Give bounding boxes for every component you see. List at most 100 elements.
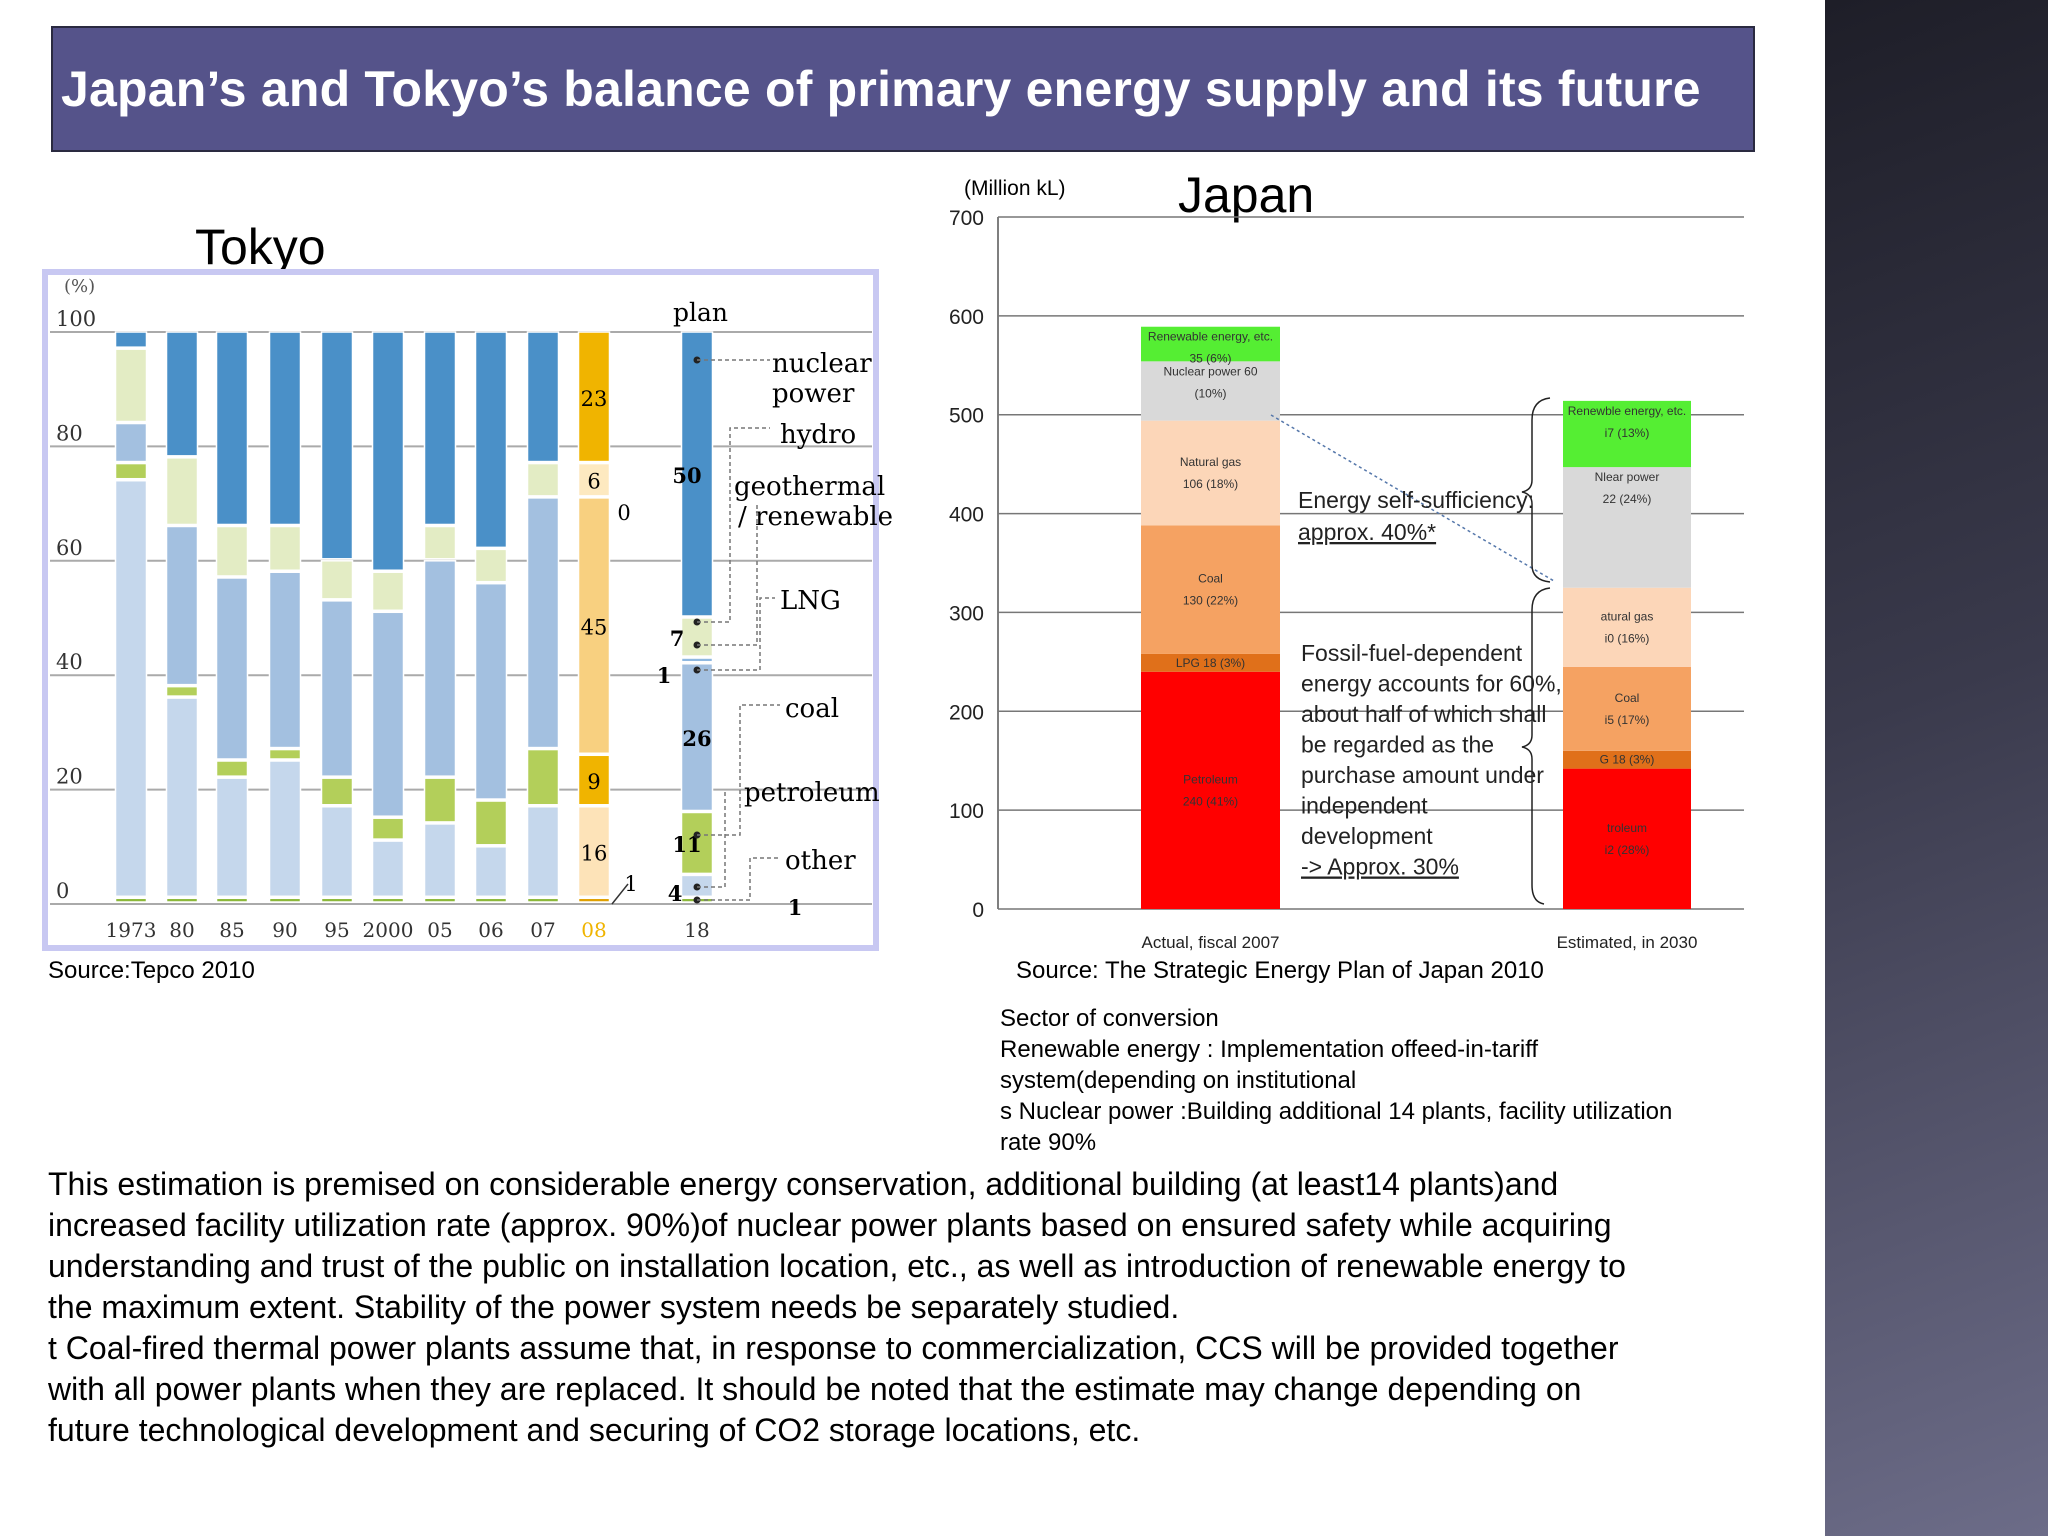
tokyo-bar-segment-other xyxy=(114,897,148,903)
tokyo-bar-segment-hydro xyxy=(680,617,714,657)
tokyo-bar-segment-other xyxy=(371,897,405,903)
japan-bar-segment-coal xyxy=(1141,525,1280,654)
tokyo-data-label: 1 xyxy=(788,895,803,920)
japan-y-tick-label: 700 xyxy=(949,207,984,230)
tokyo-data-label: 7 xyxy=(670,626,685,651)
tokyo-data-label: 4 xyxy=(668,881,683,906)
tokyo-leader-line xyxy=(697,505,758,646)
tokyo-source: Source:Tepco 2010 xyxy=(48,957,255,984)
tokyo-data-label: 6 xyxy=(587,470,600,494)
tokyo-x-tick-label: 85 xyxy=(219,918,244,942)
tokyo-bar-segment-other xyxy=(423,897,457,903)
tokyo-y-tick-label: 40 xyxy=(56,650,83,674)
sector-note: Sector of conversion xyxy=(1000,1005,1219,1032)
paragraph-line: with all power plants when they are repl… xyxy=(48,1371,1582,1407)
tokyo-legend-label: LNG xyxy=(780,586,841,616)
japan-annotation-fossil: -> Approx. 30% xyxy=(1301,854,1459,880)
tokyo-bar-segment-lng xyxy=(165,525,199,686)
slide-title: Japan’s and Tokyo’s balance of primary e… xyxy=(61,61,1701,117)
japan-segment-label: i0 (16%) xyxy=(1605,631,1650,645)
japan-segment-label: i2 (28%) xyxy=(1605,843,1650,857)
tokyo-bar-segment-nuclear-power xyxy=(474,331,508,549)
tokyo-data-label: 23 xyxy=(581,387,608,411)
tokyo-x-tick-label: 80 xyxy=(169,918,194,942)
tokyo-y-tick-label: 20 xyxy=(56,765,83,789)
title-banner: Japan’s and Tokyo’s balance of primary e… xyxy=(51,26,1755,152)
tokyo-leader-line xyxy=(697,597,775,671)
tokyo-bar-segment-coal xyxy=(165,685,199,697)
tokyo-x-tick-label: 05 xyxy=(427,918,452,942)
japan-bar-segment-renewable-energy-etc- xyxy=(1563,400,1691,468)
japan-x-tick-label: Actual, fiscal 2007 xyxy=(1142,933,1280,952)
tokyo-x-tick-label: 06 xyxy=(478,918,503,942)
tokyo-bar-segment-lng xyxy=(423,560,457,777)
tokyo-bar-segment-lng xyxy=(526,497,560,749)
tokyo-bar-segment-petroleum xyxy=(474,846,508,898)
tokyo-bar-segment-other xyxy=(215,897,249,903)
tokyo-leader-line xyxy=(697,427,770,623)
tokyo-bar-segment-nuclear-power xyxy=(268,331,302,526)
tokyo-bar-segment-other xyxy=(577,897,611,903)
tokyo-bar-segment-other xyxy=(320,897,354,903)
japan-segment-label: troleum xyxy=(1607,821,1647,835)
tokyo-data-label: 26 xyxy=(682,726,711,751)
tokyo-bar-segment-coal xyxy=(423,777,457,823)
tokyo-y-tick-label: 80 xyxy=(56,421,83,445)
explanation-paragraph: This estimation is premised on considera… xyxy=(48,1164,1768,1451)
tokyo-bar-segment-coal xyxy=(215,760,249,777)
japan-y-unit: (Million kL) xyxy=(964,177,1066,200)
tokyo-x-tick-label: 1973 xyxy=(106,918,157,942)
tokyo-bar-segment-lng xyxy=(215,577,249,760)
japan-segment-label: 106 (18%) xyxy=(1183,477,1238,491)
japan-annotation-fossil: energy accounts for 60%, xyxy=(1301,671,1562,697)
tokyo-legend-label: petroleum xyxy=(744,778,880,808)
tokyo-data-label: 0 xyxy=(617,501,630,525)
tokyo-bar-segment-nuclear-power xyxy=(114,331,148,348)
tokyo-data-label: 1 xyxy=(657,663,672,688)
japan-annotation-fossil: be regarded as the xyxy=(1301,732,1494,758)
japan-segment-label: Nuclear power 60 xyxy=(1163,364,1257,378)
tokyo-x-tick-label: 2000 xyxy=(363,918,414,942)
japan-bar-segment-nuclear-power xyxy=(1141,361,1280,421)
tokyo-bar-segment-lng xyxy=(320,600,354,777)
paragraph-line: This estimation is premised on considera… xyxy=(48,1166,1559,1202)
japan-segment-label: Coal xyxy=(1198,572,1223,586)
japan-segment-label: atural gas xyxy=(1601,609,1654,623)
tokyo-legend-label: / renewable xyxy=(738,502,893,532)
japan-annotation-fossil: independent xyxy=(1301,793,1428,819)
japan-brace-lower xyxy=(1521,587,1551,905)
tokyo-bar-segment-lng xyxy=(474,582,508,800)
tokyo-plan-label: plan xyxy=(673,298,728,327)
japan-y-tick-label: 600 xyxy=(949,306,984,329)
tokyo-bar-segment-hydro xyxy=(268,525,302,571)
tokyo-bar-segment-coal xyxy=(577,754,611,806)
tokyo-legend-label: other xyxy=(785,846,856,876)
tokyo-bar-segment-petroleum xyxy=(423,823,457,898)
japan-segment-label: Coal xyxy=(1615,691,1640,705)
tokyo-bar-segment-lng xyxy=(680,663,714,812)
tokyo-bar-segment-coal xyxy=(268,748,302,760)
tokyo-label: Tokyo xyxy=(195,219,326,275)
tokyo-bar-segment-coal xyxy=(114,462,148,480)
japan-bar-segment-lpg xyxy=(1563,750,1691,769)
japan-segment-label: Renewble energy, etc. xyxy=(1568,404,1687,418)
japan-segment-label: Natural gas xyxy=(1180,455,1241,469)
japan-segment-label: Renewable energy, etc. xyxy=(1148,330,1273,344)
tokyo-data-label: 50 xyxy=(672,463,701,488)
paragraph-line: t Coal-fired thermal power plants assume… xyxy=(48,1330,1619,1366)
sector-note: system(depending on institutional xyxy=(1000,1067,1357,1094)
japan-y-tick-label: 200 xyxy=(949,701,984,724)
paragraph-line: the maximum extent. Stability of the pow… xyxy=(48,1289,1180,1325)
japan-segment-label: G 18 (3%) xyxy=(1600,753,1655,767)
tokyo-x-tick-label: 07 xyxy=(530,918,555,942)
tokyo-bar-segment-nuclear-power xyxy=(371,331,405,571)
japan-segment-label: 35 (6%) xyxy=(1189,352,1231,366)
tokyo-bar-segment-petroleum xyxy=(371,840,405,898)
japan-title: Japan xyxy=(1178,167,1314,223)
japan-y-tick-label: 500 xyxy=(949,405,984,428)
japan-annotation-fossil: Fossil-fuel-dependent xyxy=(1301,640,1523,666)
japan-annotation-self-sufficiency: Energy self-sufficiency: xyxy=(1298,487,1534,513)
tokyo-bar-segment-hydro xyxy=(215,525,249,577)
tokyo-x-tick-label: 90 xyxy=(272,918,297,942)
tokyo-bar-segment-coal xyxy=(320,777,354,806)
